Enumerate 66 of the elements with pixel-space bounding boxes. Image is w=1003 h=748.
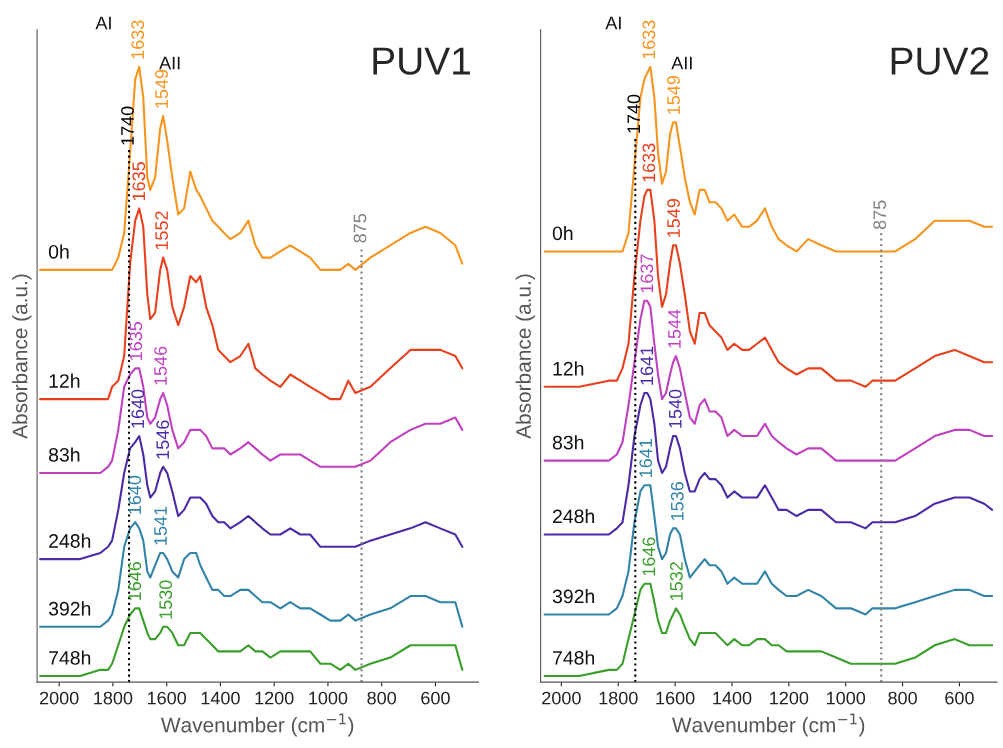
annotation: 1536 <box>670 482 684 521</box>
series-label: 248h <box>49 533 91 548</box>
ref-line-label: 875 <box>873 200 887 230</box>
x-axis-title: Wavenumber (cm$^{−1}$) <box>160 713 354 737</box>
x-tick-label: 1600 <box>656 691 695 705</box>
series-label: 83h <box>48 447 80 462</box>
x-tick-label: 800 <box>367 691 397 705</box>
annotation: 1635 <box>132 162 146 201</box>
text: AI <box>95 16 111 30</box>
annotation: 1530 <box>159 580 173 619</box>
chart-title: PUV2 <box>891 47 989 75</box>
annotation: 1552 <box>155 211 169 250</box>
y-axis-title: Absorbance (a.u.) <box>12 274 32 439</box>
series-label: 248h <box>553 508 595 524</box>
ref-line-label: 1740 <box>627 94 641 133</box>
series-label: 392h <box>552 588 595 604</box>
annotation: 1633 <box>642 20 656 59</box>
chart-title: PUV1 <box>373 47 470 75</box>
annotation: AII <box>671 56 692 70</box>
ref-line-label: 1740 <box>121 106 134 145</box>
annotation: 1635 <box>129 322 143 361</box>
annotation: 1633 <box>131 20 145 59</box>
x-tick-label: 1000 <box>827 691 866 705</box>
annotation: 1646 <box>642 537 656 576</box>
annotation: 1549 <box>667 199 680 237</box>
series-label: 392h <box>48 601 91 616</box>
annotation: 1546 <box>156 420 170 459</box>
series-label: 0h <box>552 225 573 241</box>
annotation: 1546 <box>154 346 167 385</box>
x-tick-label: 1800 <box>94 691 133 705</box>
x-axis-title: Wavenumber (cm$^{−1}$) <box>672 713 865 737</box>
x-tick-label: 1200 <box>255 691 294 705</box>
annotation: 1637 <box>640 254 654 293</box>
annotation: 1541 <box>154 506 167 545</box>
series-label: 12h <box>49 373 80 388</box>
series-label: 12h <box>553 361 584 376</box>
annotation: 1641 <box>640 346 654 385</box>
annotation: 1532 <box>670 562 683 601</box>
x-tick-label: 1000 <box>309 691 348 705</box>
annotation: 1640 <box>128 475 142 514</box>
annotation: AII <box>159 56 180 70</box>
series-label: 0h <box>48 244 69 259</box>
annotation: 1540 <box>668 389 682 428</box>
x-tick-label: 2000 <box>39 691 79 705</box>
annotation: 1646 <box>128 562 142 601</box>
annotation: 1549 <box>155 69 169 108</box>
x-tick-label: 2000 <box>542 691 581 705</box>
annotation: 1549 <box>667 75 680 114</box>
y-axis-title: Absorbance (a.u.) <box>515 274 536 439</box>
x-tick-label: 600 <box>945 691 974 705</box>
x-tick-label: 600 <box>421 691 450 705</box>
x-tick-label: 800 <box>888 691 917 705</box>
x-tick-label: 1400 <box>201 691 240 705</box>
x-tick-label: 1800 <box>599 691 638 705</box>
x-tick-label: 1200 <box>770 691 809 705</box>
series-label: 83h <box>552 435 584 450</box>
x-tick-label: 1600 <box>147 691 187 705</box>
series-label: 748h <box>553 650 595 665</box>
annotation: 1544 <box>668 309 681 348</box>
annotation: 1633 <box>642 143 656 182</box>
annotation: 1640 <box>131 389 145 428</box>
text: AI <box>605 16 621 30</box>
series-label: 748h <box>49 650 91 665</box>
ref-line-label: 875 <box>353 213 367 243</box>
annotation: 1641 <box>639 439 653 477</box>
x-tick-label: 1400 <box>713 691 752 705</box>
